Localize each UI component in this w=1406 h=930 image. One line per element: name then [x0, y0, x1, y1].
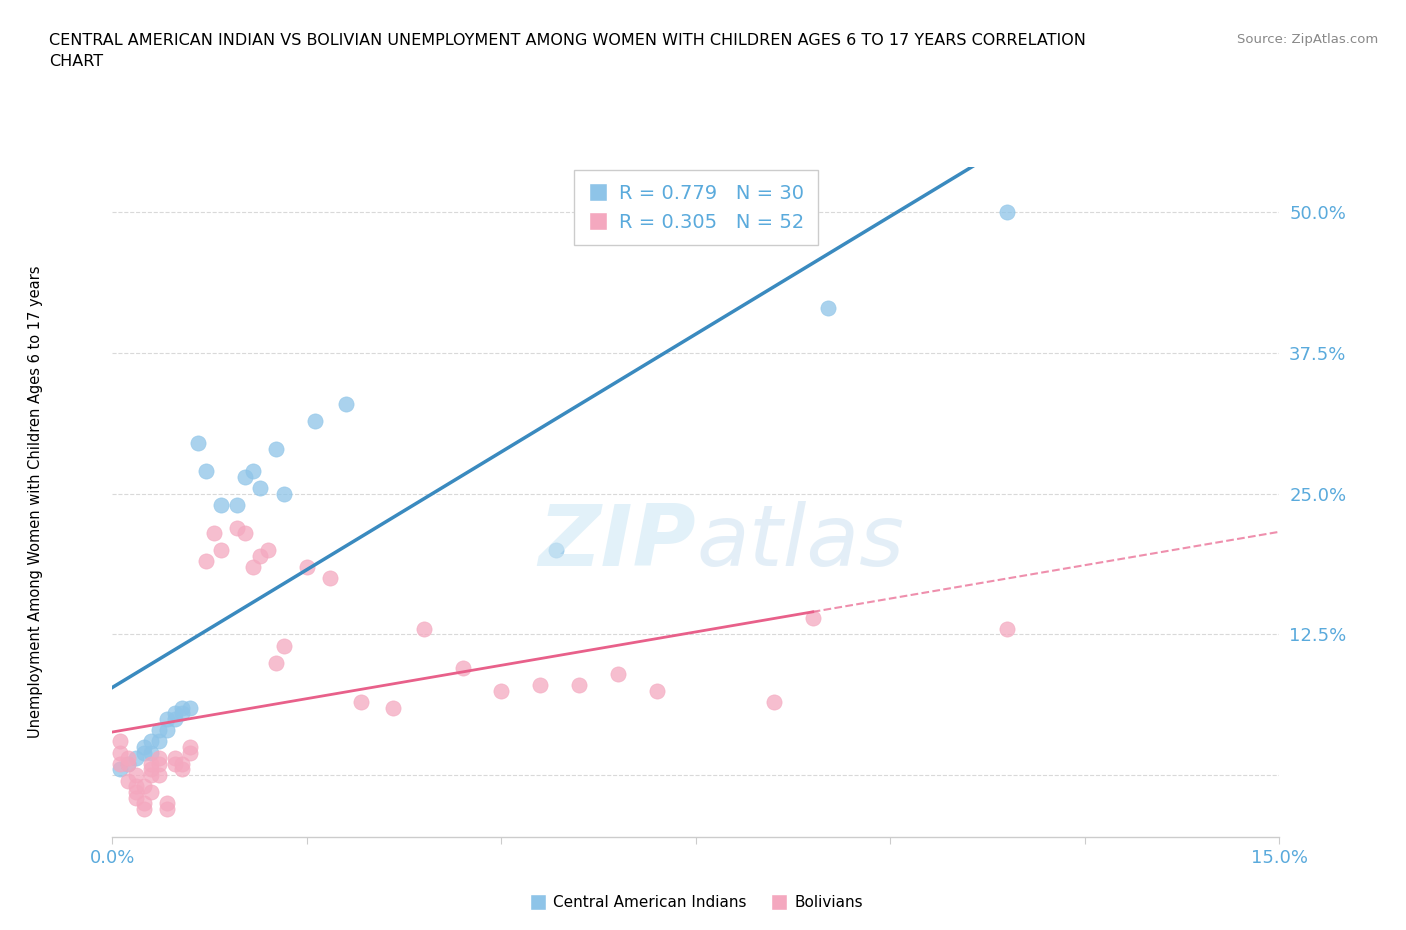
Point [141, 745, 163, 760]
Point [156, 711, 179, 726]
Point [110, 734, 132, 749]
Point [187, 435, 209, 450]
Point [249, 548, 271, 563]
Point [125, 767, 148, 782]
Point [172, 762, 194, 777]
Point [817, 300, 839, 315]
Point [156, 723, 179, 737]
Point [762, 695, 785, 710]
Point [148, 767, 170, 782]
Point [273, 638, 295, 653]
Point [194, 464, 217, 479]
Point [335, 396, 357, 411]
Point [132, 745, 155, 760]
Point [264, 442, 287, 457]
Point [233, 525, 256, 540]
Point [209, 542, 232, 557]
Point [125, 751, 148, 765]
Point [350, 695, 373, 710]
Point [172, 700, 194, 715]
Point [264, 655, 287, 670]
Point [801, 610, 824, 625]
Point [194, 554, 217, 569]
Point [544, 542, 567, 557]
Point [117, 756, 139, 771]
Text: Unemployment Among Women with Children Ages 6 to 17 years: Unemployment Among Women with Children A… [28, 266, 42, 738]
Point [304, 413, 326, 428]
Point [295, 560, 318, 575]
Point [179, 739, 201, 754]
Legend: Central American Indians, Bolivians: Central American Indians, Bolivians [523, 889, 869, 916]
Point [163, 756, 186, 771]
Point [491, 684, 513, 698]
Point [132, 739, 155, 754]
Point [412, 621, 434, 636]
Point [995, 205, 1018, 219]
Point [110, 745, 132, 760]
Point [568, 678, 591, 693]
Point [148, 723, 170, 737]
Point [645, 684, 668, 698]
Point [132, 802, 155, 817]
Point [125, 779, 148, 794]
Point [226, 520, 249, 535]
Point [125, 785, 148, 800]
Point [179, 745, 201, 760]
Point [233, 470, 256, 485]
Point [995, 621, 1018, 636]
Point [319, 571, 342, 586]
Point [132, 779, 155, 794]
Point [249, 481, 271, 496]
Point [117, 751, 139, 765]
Point [148, 734, 170, 749]
Point [172, 706, 194, 721]
Point [172, 756, 194, 771]
Point [141, 767, 163, 782]
Point [132, 796, 155, 811]
Point [156, 802, 179, 817]
Point [141, 734, 163, 749]
Point [148, 751, 170, 765]
Point [110, 762, 132, 777]
Text: CHART: CHART [49, 54, 103, 69]
Point [163, 751, 186, 765]
Point [141, 785, 163, 800]
Point [607, 667, 630, 682]
Point [242, 560, 264, 575]
Point [125, 790, 148, 805]
Point [226, 498, 249, 512]
Point [156, 796, 179, 811]
Point [179, 700, 201, 715]
Point [110, 756, 132, 771]
Point [202, 525, 225, 540]
Point [163, 711, 186, 726]
Point [117, 756, 139, 771]
Text: atlas: atlas [696, 501, 904, 584]
Point [209, 498, 232, 512]
Point [242, 464, 264, 479]
Point [381, 700, 404, 715]
Text: CENTRAL AMERICAN INDIAN VS BOLIVIAN UNEMPLOYMENT AMONG WOMEN WITH CHILDREN AGES : CENTRAL AMERICAN INDIAN VS BOLIVIAN UNEM… [49, 33, 1085, 47]
Point [529, 678, 551, 693]
Point [148, 756, 170, 771]
Point [141, 762, 163, 777]
Point [257, 542, 280, 557]
Text: ZIP: ZIP [538, 501, 696, 584]
Point [273, 486, 295, 501]
Text: Source: ZipAtlas.com: Source: ZipAtlas.com [1237, 33, 1378, 46]
Point [163, 706, 186, 721]
Point [117, 773, 139, 788]
Point [141, 756, 163, 771]
Point [451, 660, 474, 675]
